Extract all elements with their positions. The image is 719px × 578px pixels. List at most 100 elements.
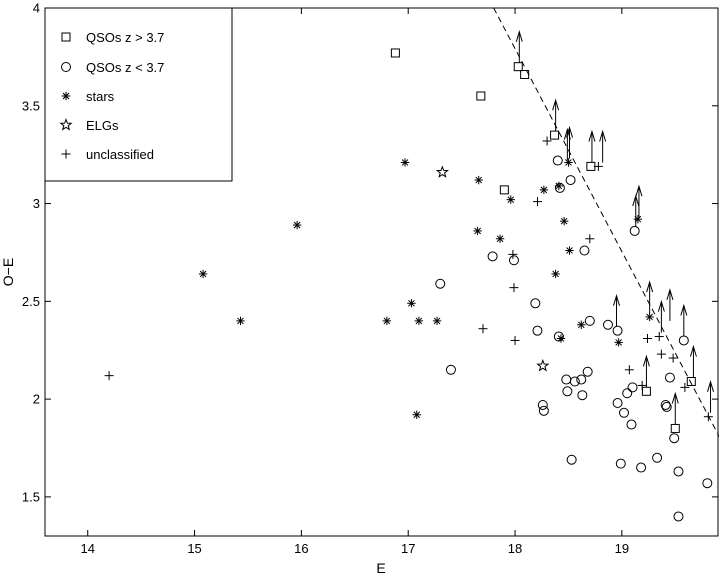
data-point-plus [642,333,652,343]
data-point-circle [626,419,637,430]
data-point-asterisk [506,195,515,204]
data-point-circle [532,325,543,336]
legend-symbol-star [59,118,73,131]
data-point-plus [478,324,488,334]
data-point-square [686,377,696,387]
legend-label-qso-low: QSOs z < 3.7 [86,60,164,75]
legend-label-stars: stars [86,89,115,104]
data-point-circle [554,182,565,193]
upper-limit-arrow [642,354,650,388]
y-tick-label: 4 [33,1,40,16]
data-point-circle [562,386,573,397]
data-point-circle [664,372,675,383]
upper-limit-arrow [566,125,573,159]
data-point-star [536,358,550,372]
upper-limit-arrow [657,299,665,333]
x-tick-label: 17 [401,541,415,556]
data-point-square [550,130,560,140]
legend-symbol-circle [61,62,71,72]
data-point-square [520,69,530,79]
data-point-circle [627,382,638,393]
data-point-circle [566,454,577,465]
data-point-circle [669,433,680,444]
data-point-circle [582,366,593,377]
data-point-asterisk [412,410,421,419]
data-point-circle [537,399,548,410]
data-point-circle [576,374,587,385]
data-point-circle [538,405,549,416]
data-point-circle [561,374,572,385]
upper-limit-arrow [707,380,715,413]
data-point-circle [508,255,519,266]
data-point-plus [654,332,664,342]
y-tick-label: 3.5 [22,98,40,113]
data-point-asterisk [473,226,482,236]
data-point-plus [680,382,690,392]
y-tick-label: 2.5 [22,294,40,309]
data-point-asterisk [414,316,424,326]
data-point-square [499,185,509,195]
legend-symbol-plus [61,149,71,159]
legend-symbol-square [61,32,71,42]
data-point-circle [636,462,647,473]
y-tick-label: 1.5 [22,489,40,504]
data-point-circle [661,401,672,412]
data-point-plus [656,349,666,359]
data-point-circle [435,278,446,289]
data-point-circle [602,319,613,330]
plot-area [104,7,719,522]
data-point-circle [660,399,671,410]
y-tick-label: 3 [33,196,40,211]
data-point-circle [565,175,576,186]
data-point-circle [552,155,563,166]
data-point-asterisk [236,316,245,326]
data-point-asterisk [551,269,560,279]
dashed-limit-line [493,7,719,438]
legend-symbols [59,32,73,159]
data-point-asterisk [198,269,208,279]
data-point-circle [445,364,456,375]
data-point-asterisk [614,338,623,347]
upper-limit-arrow [613,294,620,327]
data-point-square [670,423,680,433]
upper-limit-arrow [689,344,697,378]
data-point-plus [509,283,519,293]
data-point-circle [652,452,663,463]
legend-box [44,7,233,182]
data-point-circle [702,478,713,489]
data-point-square [586,161,596,171]
data-point-circle [577,390,588,401]
legend: QSOs z > 3.7 QSOs z < 3.7 stars ELGs unc… [44,7,233,182]
data-point-plus [532,197,542,207]
data-point-plus [637,380,647,390]
legend-symbol-asterisk [61,91,71,101]
y-tick-label: 2 [33,392,40,407]
data-point-asterisk [556,334,566,343]
x-axis-title: E [376,560,385,576]
data-point-circle [487,251,498,262]
x-tick-label: 16 [294,541,308,556]
data-point-plus [593,161,603,171]
data-point-circle [629,225,640,236]
data-point-square [641,386,651,396]
data-point-plus [542,136,552,146]
data-point-asterisk [565,246,574,255]
upper-limit-arrow [680,303,688,337]
data-point-square [513,62,523,72]
x-tick-label: 18 [508,541,522,556]
legend-label-elgs: ELGs [86,118,119,133]
data-point-circle [618,407,629,418]
upper-limit-arrow [646,280,654,314]
upper-limit-arrow [666,288,674,321]
legend-label-unclassified: unclassified [86,147,154,162]
data-point-asterisk [564,158,573,167]
data-point-plus [624,365,634,375]
data-point-square [390,48,400,58]
data-point-plus [104,371,114,381]
upper-limit-arrow [552,98,560,132]
upper-limit-arrow [671,391,679,425]
data-point-plus [585,234,595,244]
data-point-asterisk [559,216,569,226]
x-tick-label: 15 [187,541,201,556]
